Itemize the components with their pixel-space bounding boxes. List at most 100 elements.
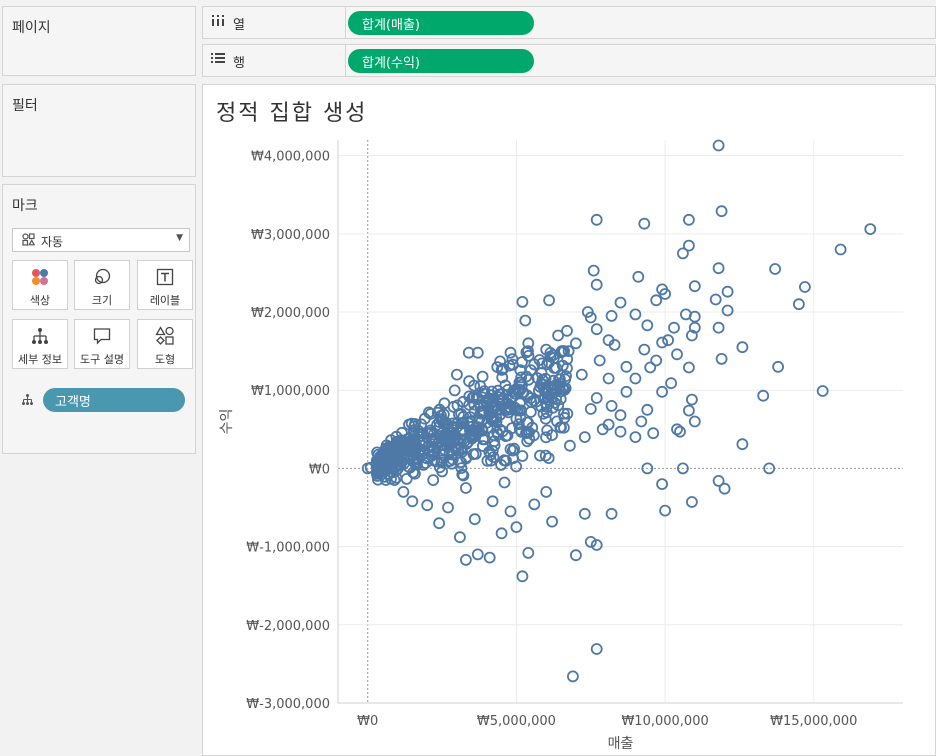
data-point xyxy=(688,310,701,323)
scatter-plot[interactable]: ₩0 ₩5,000,000 ₩10,000,000 ₩15,000,000 ₩4,000… xyxy=(203,85,936,756)
data-point xyxy=(504,346,517,359)
data-point xyxy=(459,553,472,566)
x-axis-title: 매출 xyxy=(608,736,634,752)
data-point xyxy=(407,454,420,467)
data-point xyxy=(584,403,597,415)
data-point xyxy=(530,395,543,408)
data-point xyxy=(685,329,698,342)
data-point xyxy=(522,546,535,559)
data-point xyxy=(715,205,728,218)
data-point xyxy=(513,376,526,389)
data-point xyxy=(382,467,395,480)
data-point xyxy=(506,444,519,457)
data-point xyxy=(671,423,683,436)
pages-card[interactable]: 페이지 xyxy=(2,6,196,76)
data-point xyxy=(712,139,725,152)
data-point xyxy=(584,311,597,324)
data-point xyxy=(736,438,749,451)
data-point xyxy=(376,464,389,477)
x-tick-label: ₩15,000,000 xyxy=(770,714,857,729)
data-point xyxy=(763,462,776,475)
data-point xyxy=(546,387,559,400)
label-button[interactable]: 레이블 xyxy=(137,260,193,310)
data-point xyxy=(435,456,448,469)
data-point xyxy=(483,551,496,564)
data-point xyxy=(525,395,538,408)
data-point xyxy=(620,385,633,398)
size-button[interactable]: 크기 xyxy=(74,260,130,310)
data-point xyxy=(450,368,463,381)
data-point xyxy=(656,385,669,398)
filters-card[interactable]: 필터 xyxy=(2,84,196,177)
data-point xyxy=(685,393,698,406)
data-point xyxy=(547,349,560,362)
label-icon xyxy=(138,267,192,287)
data-point xyxy=(546,515,559,528)
data-point xyxy=(519,314,532,327)
data-point xyxy=(605,507,618,520)
columns-icon xyxy=(211,14,225,29)
data-point xyxy=(540,385,553,398)
data-point xyxy=(562,345,575,358)
data-point xyxy=(497,393,510,406)
detail-field-pill[interactable]: 고객명 xyxy=(43,388,185,412)
data-point xyxy=(510,460,523,473)
mark-type-dropdown[interactable]: 자동 ▼ xyxy=(12,228,190,252)
data-point xyxy=(641,462,654,475)
data-point xyxy=(456,468,469,481)
data-point xyxy=(709,293,722,306)
data-point xyxy=(468,513,481,526)
data-point xyxy=(435,409,447,422)
marks-card-title: 마크 xyxy=(12,198,38,214)
data-point xyxy=(495,363,508,376)
data-point xyxy=(715,352,728,365)
data-point xyxy=(478,387,491,400)
data-point xyxy=(682,361,695,374)
data-point xyxy=(504,403,517,415)
data-point xyxy=(596,423,609,436)
pages-card-title: 페이지 xyxy=(12,20,51,36)
data-point xyxy=(462,346,475,359)
data-point xyxy=(441,432,454,445)
data-point xyxy=(721,285,734,298)
y-tick-label: ₩0 xyxy=(309,462,330,477)
data-point xyxy=(674,425,686,438)
tooltip-icon xyxy=(75,326,129,346)
data-point xyxy=(427,445,440,458)
data-point xyxy=(632,270,645,283)
data-point xyxy=(629,372,642,385)
data-point xyxy=(470,393,483,406)
data-point xyxy=(644,361,657,374)
data-point xyxy=(534,449,546,462)
data-point xyxy=(718,482,731,495)
data-point xyxy=(650,354,663,367)
data-point xyxy=(459,482,472,494)
data-point xyxy=(682,213,695,226)
data-point xyxy=(769,263,781,275)
data-point xyxy=(481,416,493,429)
data-point xyxy=(522,416,534,429)
data-point xyxy=(499,379,512,392)
data-point xyxy=(569,337,582,350)
detail-field-icon xyxy=(21,393,34,409)
rows-pill-profit[interactable]: 합계(수익) xyxy=(348,49,534,73)
tooltip-button[interactable]: 도구 설명 xyxy=(74,319,130,369)
data-point xyxy=(504,443,517,456)
data-point xyxy=(509,383,522,396)
data-point xyxy=(523,432,536,445)
x-tick-label: ₩0 xyxy=(357,714,378,729)
data-point xyxy=(468,398,481,411)
shape-button[interactable]: 도형 xyxy=(137,319,193,369)
data-point xyxy=(471,421,484,434)
y-tick-label: ₩-3,000,000 xyxy=(246,697,330,712)
color-button[interactable]: 색상 xyxy=(12,260,68,310)
data-point xyxy=(682,404,695,417)
data-point xyxy=(614,296,627,309)
data-point xyxy=(638,217,651,230)
data-point xyxy=(656,478,669,491)
data-point xyxy=(465,428,478,441)
detail-button[interactable]: 세부 정보 xyxy=(12,319,68,369)
data-point xyxy=(510,412,523,425)
columns-pill-sales[interactable]: 합계(매출) xyxy=(348,11,534,35)
data-point xyxy=(590,278,603,291)
